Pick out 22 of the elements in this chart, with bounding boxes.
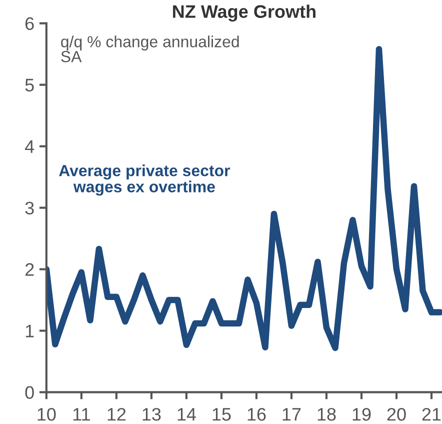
y-tick-label: 0 [25,386,34,399]
y-tick-label: 2 [25,263,34,276]
x-tick-label: 11 [73,408,90,421]
x-tick-label: 14 [178,408,196,421]
x-tick-label: 19 [352,408,371,421]
x-tick-label: 18 [318,408,336,421]
chart-title: NZ Wage Growth [173,4,316,22]
y-tick-label: 1 [26,324,34,338]
y-tick-label: 5 [25,78,34,92]
x-tick-label: 13 [142,408,161,421]
x-tick-label: 16 [248,408,266,421]
y-tick-label: 4 [24,140,34,153]
text: Average private sector wages ex overtime [59,164,230,196]
y-tick-label: 6 [25,17,34,30]
x-tick-label: 10 [38,408,56,421]
x-tick-label: 20 [387,408,406,421]
x-tick-label: 21 [422,408,441,421]
annotation: q/q % change annualized SA [61,36,239,62]
y-tick-label: 3 [25,202,34,214]
x-tick-label: 15 [212,408,231,421]
x-tick-label: 12 [108,408,126,421]
x-tick-label: 17 [282,408,301,421]
